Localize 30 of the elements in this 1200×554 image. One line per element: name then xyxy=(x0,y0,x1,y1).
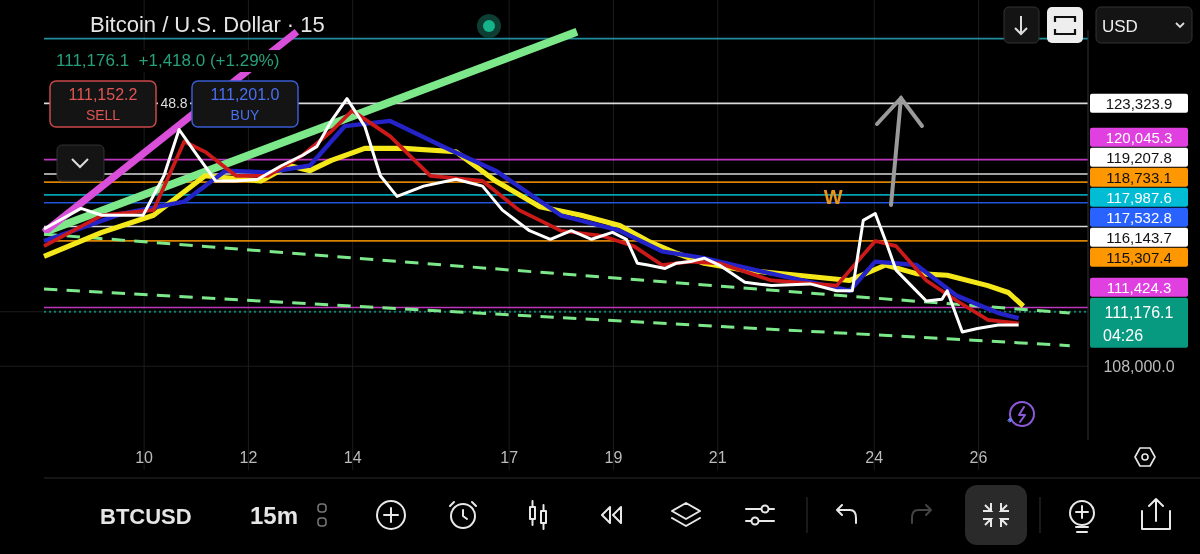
ref-line-label: 115,307.4 xyxy=(1106,248,1172,266)
ref-line-label: 119,207.8 xyxy=(1106,148,1172,166)
x-tick-label: 24 xyxy=(865,449,884,466)
x-tick-label: 10 xyxy=(135,449,154,466)
ref-line-label: 117,987.6 xyxy=(1106,188,1172,206)
ref-line-label: 116,143.7 xyxy=(1106,228,1172,246)
x-tick-label: 19 xyxy=(604,449,623,466)
text: BTCUSD xyxy=(100,504,192,529)
text: 04:26 xyxy=(1103,326,1144,344)
annotation: SELL xyxy=(85,107,121,123)
x-tick-label: 26 xyxy=(969,449,988,466)
y-tick-label: 108,000.0 xyxy=(1103,358,1175,376)
text: 15m xyxy=(250,502,299,529)
ref-line-label: 123,323.9 xyxy=(1105,94,1173,112)
ref-line-label: 117,532.8 xyxy=(1106,208,1172,226)
annotation: 111,201.0 xyxy=(210,86,280,103)
x-tick-label: 12 xyxy=(239,449,258,466)
annotation: 48.8 xyxy=(160,95,188,111)
annotation: 111,176.1 +1,418.0 (+1.29%) xyxy=(56,51,280,70)
x-tick-label: 17 xyxy=(500,449,519,466)
x-tick-label: 21 xyxy=(708,449,727,466)
ref-line-label: 118,733.1 xyxy=(1106,168,1172,186)
chart-title: Bitcoin / U.S. Dollar · 15 xyxy=(90,12,325,37)
y-tick-label: 111,176.1 xyxy=(1104,303,1174,321)
x-tick-label: 14 xyxy=(343,449,362,466)
text: USD xyxy=(1102,17,1138,36)
ref-line-label: 111,424.3 xyxy=(1106,278,1172,296)
annotation: 111,152.2 xyxy=(68,86,138,103)
ref-line-label: 120,045.3 xyxy=(1105,128,1173,146)
annotation: BUY xyxy=(230,107,261,123)
